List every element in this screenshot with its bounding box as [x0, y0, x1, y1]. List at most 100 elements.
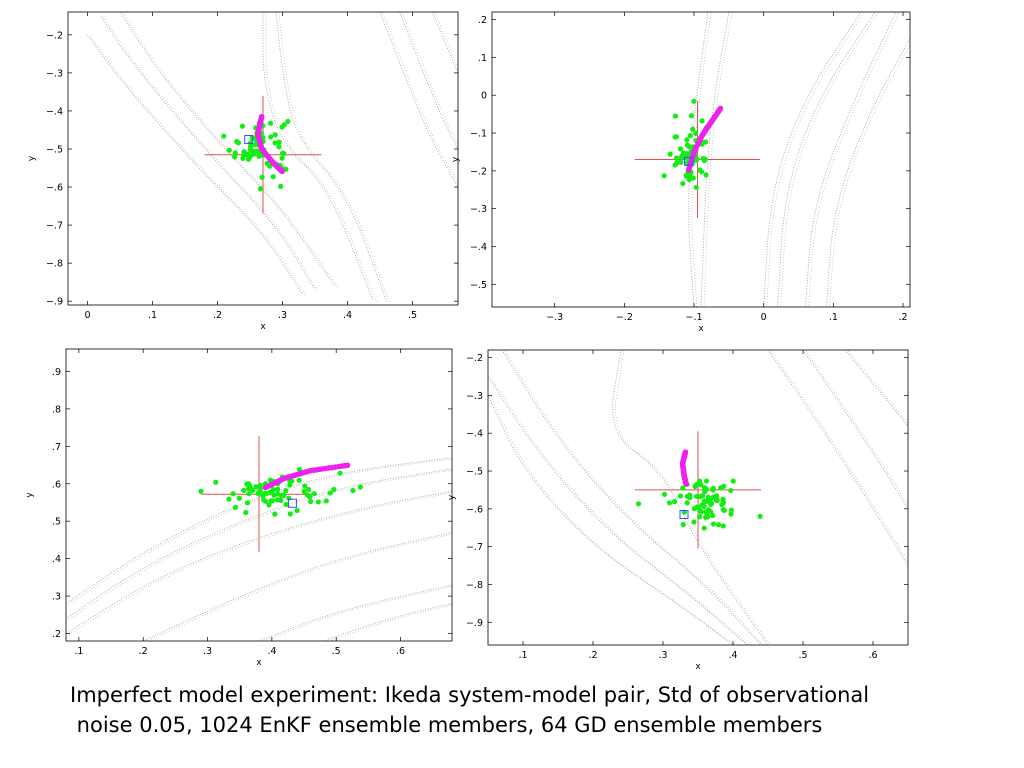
enkf-point [241, 487, 247, 493]
enkf-point [289, 478, 295, 484]
y-tick-label: 0 [481, 91, 487, 102]
gd-point [683, 481, 689, 487]
enkf-point [302, 483, 308, 489]
attractor-curve [66, 457, 452, 604]
y-tick-label: −.7 [46, 221, 63, 232]
y-tick-label: −.5 [46, 144, 63, 155]
enkf-point [257, 186, 264, 192]
y-tick-label: .4 [52, 554, 61, 565]
attractor-curve [263, 586, 452, 641]
enkf-point [226, 496, 232, 502]
attractor-curve [382, 12, 458, 184]
y-tick-label: −.6 [466, 504, 483, 515]
enkf-point [283, 501, 289, 508]
enkf-point [327, 490, 333, 496]
enkf-point [681, 150, 687, 156]
enkf-point [699, 493, 706, 499]
attractor-curve [688, 12, 709, 307]
attractor-curve [612, 350, 769, 645]
enkf-point [281, 492, 287, 498]
x-tick-label: 0 [84, 310, 90, 321]
attractor-curve [770, 350, 908, 563]
attractor-curve [826, 38, 910, 307]
enkf-point [702, 498, 708, 505]
enkf-point [672, 113, 679, 119]
x-tick-label: .5 [408, 310, 417, 321]
enkf-point [285, 118, 291, 125]
enkf-point [704, 514, 711, 520]
plot-area [488, 350, 908, 645]
enkf-point [721, 507, 727, 513]
enkf-point [294, 507, 300, 513]
attractor-curve [68, 469, 452, 620]
enkf-point [702, 488, 708, 495]
enkf-point [718, 485, 724, 491]
x-tick-label: .3 [203, 646, 212, 657]
x-tick-label: 0 [761, 312, 767, 323]
y-axis-label: y [447, 494, 457, 500]
enkf-point [271, 492, 277, 498]
enkf-point [714, 497, 720, 503]
y-tick-label: −.3 [466, 391, 483, 402]
enkf-point [730, 478, 736, 484]
enkf-point [240, 155, 246, 161]
enkf-point [266, 502, 272, 508]
enkf-point [281, 122, 287, 128]
attractor-curve [777, 12, 876, 307]
enkf-point [276, 139, 282, 145]
y-tick-label: −.7 [466, 542, 483, 553]
axes-frame [67, 11, 459, 306]
enkf-point [705, 494, 711, 500]
x-tick-label: .4 [343, 310, 352, 321]
attractor-curve [275, 12, 387, 302]
enkf-point [315, 499, 321, 505]
enkf-point [720, 496, 726, 502]
attractor-curve [847, 350, 908, 424]
enkf-point [694, 481, 700, 488]
figure: 0 .1 .2 .3 .4 .5 −.2 −.3 −.4 −.5 −.6 −.7 −.8 −.9 x y −.… [25, 11, 911, 672]
attractor-curve [802, 350, 908, 510]
x-axis-label: x [698, 324, 704, 334]
enkf-point [213, 479, 219, 485]
x-axis-label: x [260, 322, 266, 332]
attractor-curve [488, 395, 734, 645]
enkf-point [283, 488, 289, 494]
attractor-curve [379, 12, 458, 188]
y-tick-label: .8 [52, 404, 61, 415]
enkf-point [246, 486, 252, 492]
x-tick-label: .3 [278, 310, 287, 321]
attractor-curve [700, 12, 730, 307]
plot-bottom-left: .1 .2 .3 .4 .5 .6 .9 .8 .7 .6 .5 .4 .3 .2 x y [25, 348, 453, 668]
enkf-point [678, 159, 684, 165]
y-tick-label: −.2 [46, 30, 63, 41]
enkf-point [296, 477, 302, 483]
enkf-point [247, 147, 253, 153]
enkf-point [250, 487, 256, 494]
enkf-point [699, 118, 705, 124]
enkf-point [268, 134, 274, 140]
enkf-point [710, 485, 716, 491]
y-axis-label: y [27, 155, 37, 161]
attractor-curve [262, 12, 374, 302]
enkf-point [272, 511, 278, 517]
enkf-point [230, 491, 236, 497]
enkf-point [239, 123, 246, 129]
enkf-point [331, 486, 337, 493]
gd-point [685, 167, 692, 173]
enkf-point [687, 133, 693, 139]
attractor-curve [265, 13, 377, 303]
enkf-point [691, 505, 697, 512]
attractor-curve [703, 12, 733, 307]
enkf-point [301, 488, 307, 495]
axes-frame [65, 348, 453, 642]
enkf-point [702, 156, 708, 162]
enkf-point [357, 484, 364, 490]
attractor-curve [434, 12, 458, 68]
enkf-point [690, 126, 696, 132]
enkf-point [272, 132, 278, 138]
y-tick-label: .7 [52, 442, 61, 453]
x-tick-label: .2 [213, 310, 222, 321]
enkf-point [232, 504, 239, 510]
caption-line-2: noise 0.05, 1024 EnKF ensemble members, … [70, 713, 823, 737]
enkf-point [674, 160, 680, 166]
